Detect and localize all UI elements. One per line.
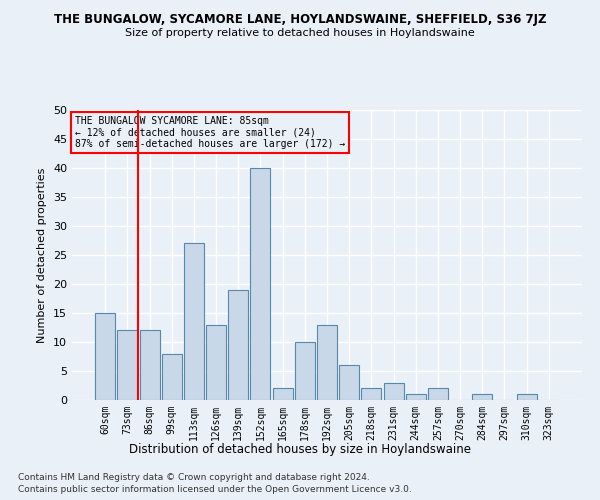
Bar [184, 244, 204, 400]
Bar [272, 388, 293, 400]
Bar [361, 388, 382, 400]
Text: Contains HM Land Registry data © Crown copyright and database right 2024.: Contains HM Land Registry data © Crown c… [18, 472, 370, 482]
Text: THE BUNGALOW, SYCAMORE LANE, HOYLANDSWAINE, SHEFFIELD, S36 7JZ: THE BUNGALOW, SYCAMORE LANE, HOYLANDSWAI… [54, 12, 546, 26]
Bar [383, 382, 404, 400]
Text: Size of property relative to detached houses in Hoylandswaine: Size of property relative to detached ho… [125, 28, 475, 38]
Bar [162, 354, 182, 400]
Bar [206, 324, 226, 400]
Bar [118, 330, 137, 400]
Bar [517, 394, 536, 400]
Text: Distribution of detached houses by size in Hoylandswaine: Distribution of detached houses by size … [129, 442, 471, 456]
Bar [406, 394, 426, 400]
Bar [317, 324, 337, 400]
Bar [228, 290, 248, 400]
Bar [339, 365, 359, 400]
Bar [250, 168, 271, 400]
Bar [295, 342, 315, 400]
Bar [472, 394, 492, 400]
Bar [140, 330, 160, 400]
Bar [428, 388, 448, 400]
Bar [95, 313, 115, 400]
Y-axis label: Number of detached properties: Number of detached properties [37, 168, 47, 342]
Text: Contains public sector information licensed under the Open Government Licence v3: Contains public sector information licen… [18, 485, 412, 494]
Text: THE BUNGALOW SYCAMORE LANE: 85sqm
← 12% of detached houses are smaller (24)
87% : THE BUNGALOW SYCAMORE LANE: 85sqm ← 12% … [74, 116, 345, 149]
